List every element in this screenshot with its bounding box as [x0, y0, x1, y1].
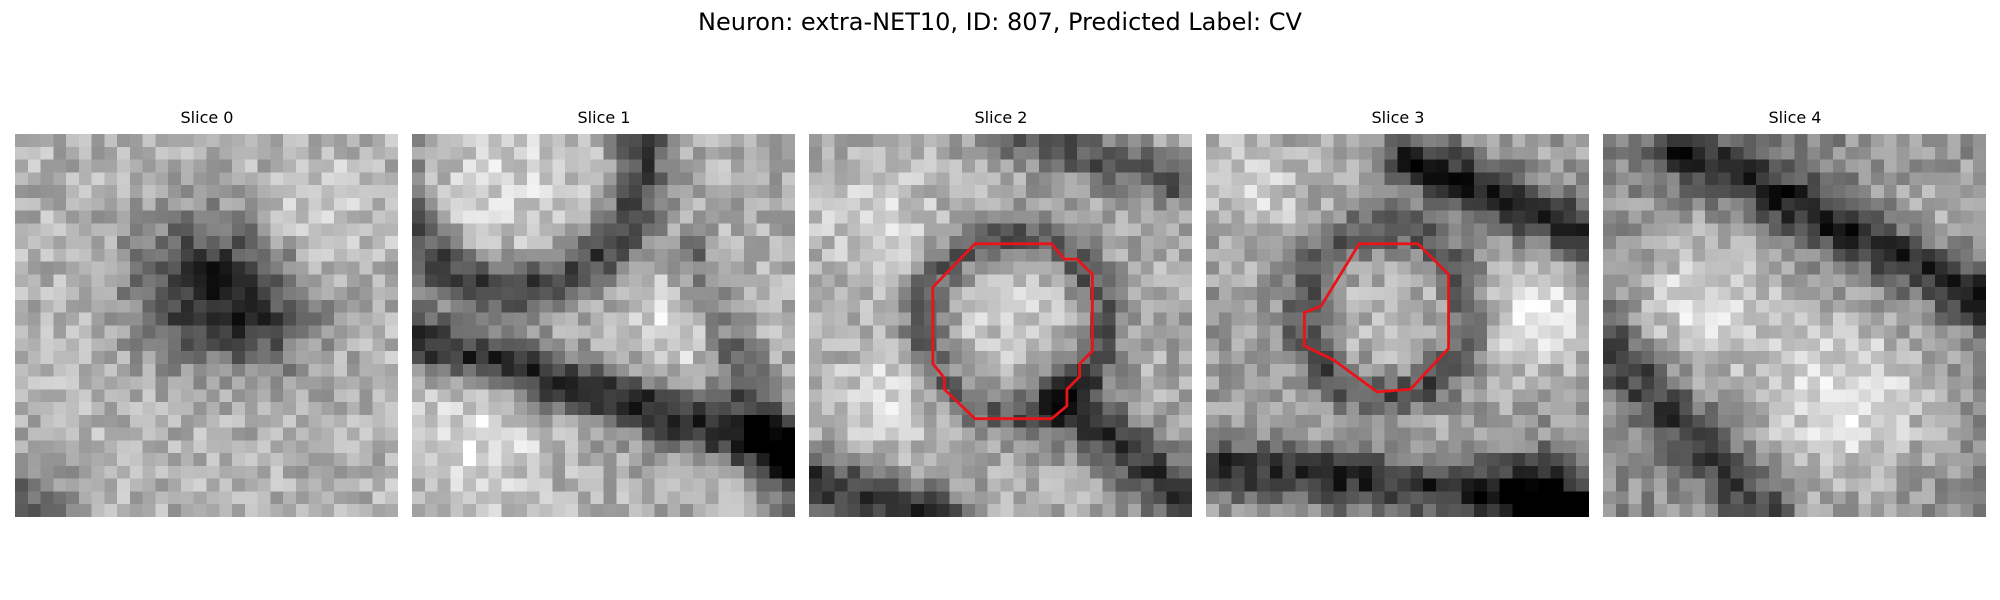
contour-outline-2	[931, 242, 1094, 421]
slice-title-3: Slice 3	[1371, 108, 1425, 127]
slice-title-1: Slice 1	[577, 108, 631, 127]
slice-panel-0: Slice 0	[15, 108, 399, 517]
figure-title: Neuron: extra-NET10, ID: 807, Predicted …	[698, 8, 1302, 36]
slice-image-0	[15, 134, 398, 517]
contour-outline-3	[1302, 242, 1450, 394]
slice-title-4: Slice 4	[1768, 108, 1822, 127]
slice-image-3	[1206, 134, 1589, 517]
slice-title-0: Slice 0	[180, 108, 234, 127]
slice-panel-2: Slice 2	[809, 108, 1193, 517]
slice-image-1	[412, 134, 795, 517]
slice-panel-1: Slice 1	[412, 108, 796, 517]
slice-panel-3: Slice 3	[1206, 108, 1590, 517]
slice-image-2	[809, 134, 1192, 517]
slice-image-4	[1603, 134, 1986, 517]
slice-title-2: Slice 2	[974, 108, 1028, 127]
slice-panel-4: Slice 4	[1603, 108, 1987, 517]
